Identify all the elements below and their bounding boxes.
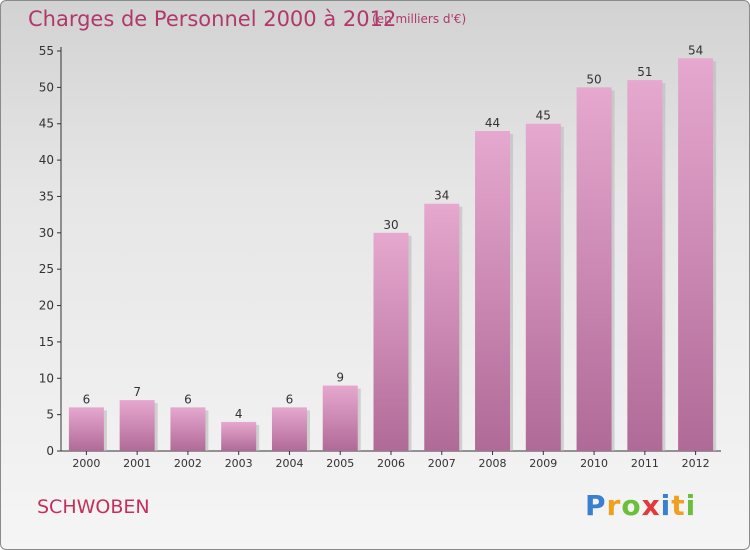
- bar-value-label: 6: [286, 392, 294, 406]
- logo-letter: x: [641, 489, 661, 522]
- x-tick-label: 2002: [174, 457, 202, 470]
- bar-value-label: 6: [83, 392, 91, 406]
- y-tick-label: 5: [46, 408, 54, 422]
- bar: [271, 407, 307, 451]
- logo-letter: o: [621, 489, 642, 522]
- bar: [424, 203, 460, 451]
- bar: [119, 400, 155, 451]
- y-tick-label: 20: [39, 299, 54, 313]
- x-tick-label: 2001: [123, 457, 151, 470]
- bar: [170, 407, 206, 451]
- x-tick-label: 2009: [529, 457, 557, 470]
- x-tick-label: 2008: [479, 457, 507, 470]
- bar-value-label: 50: [586, 72, 601, 86]
- bar: [576, 87, 612, 451]
- bar: [627, 80, 663, 451]
- chart-title: Charges de Personnel 2000 à 2012: [28, 7, 397, 31]
- x-tick-label: 2003: [225, 457, 253, 470]
- x-tick-label: 2004: [275, 457, 303, 470]
- y-tick-label: 55: [39, 44, 54, 58]
- x-tick-label: 2007: [428, 457, 456, 470]
- bar: [373, 232, 409, 451]
- logo-letter: r: [606, 489, 622, 522]
- x-tick-label: 2006: [377, 457, 405, 470]
- y-tick-label: 45: [39, 117, 54, 131]
- logo-letter: P: [585, 489, 607, 522]
- commune-name: SCHWOBEN: [37, 496, 150, 518]
- bar-value-label: 4: [235, 407, 243, 421]
- bar: [322, 385, 358, 451]
- bar: [678, 58, 714, 451]
- bar: [221, 421, 257, 451]
- y-tick-label: 15: [39, 335, 54, 349]
- y-tick-label: 50: [39, 80, 54, 94]
- bar-value-label: 7: [133, 385, 141, 399]
- bar-value-label: 34: [434, 189, 449, 203]
- x-tick-label: 2010: [580, 457, 608, 470]
- y-tick-label: 35: [39, 189, 54, 203]
- bar-value-label: 44: [485, 116, 500, 130]
- bar: [525, 123, 561, 452]
- logo-letter: i: [660, 489, 672, 522]
- bar: [475, 131, 511, 451]
- bar-value-label: 54: [688, 43, 703, 57]
- logo-letter: i: [685, 489, 697, 522]
- chart-subtitle: (en milliers d'€): [372, 12, 467, 26]
- proxiti-logo: Proxiti: [585, 489, 696, 522]
- y-tick-label: 25: [39, 262, 54, 276]
- x-tick-label: 2005: [326, 457, 354, 470]
- bar-value-label: 51: [637, 65, 652, 79]
- bar-value-label: 6: [184, 392, 192, 406]
- x-tick-label: 2012: [682, 457, 710, 470]
- bar: [68, 407, 104, 451]
- bar-value-label: 9: [336, 371, 344, 385]
- x-tick-label: 2000: [72, 457, 100, 470]
- bar-value-label: 45: [536, 109, 551, 123]
- y-tick-label: 40: [39, 153, 54, 167]
- logo-letter: t: [671, 489, 686, 522]
- y-tick-label: 0: [46, 444, 54, 458]
- x-tick-label: 2011: [631, 457, 659, 470]
- bar-value-label: 30: [383, 218, 398, 232]
- y-tick-label: 10: [39, 371, 54, 385]
- y-tick-label: 30: [39, 226, 54, 240]
